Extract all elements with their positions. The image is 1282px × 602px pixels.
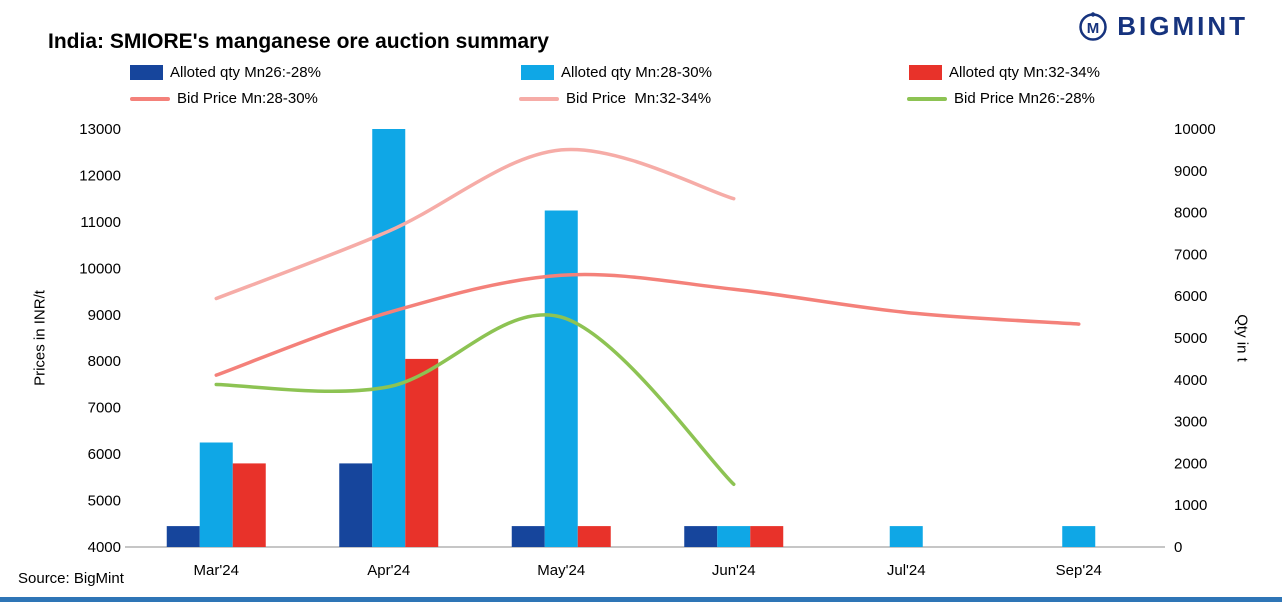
bigmint-logo: M BIGMINT <box>1077 10 1248 42</box>
x-axis-label: Apr'24 <box>367 562 410 579</box>
legend-item-qty-mn28-30: Alloted qty Mn:28-30% <box>521 64 712 81</box>
bar <box>232 463 266 547</box>
right-axis-tick: 1000 <box>1174 497 1207 514</box>
bar <box>339 463 373 547</box>
left-axis-tick: 13000 <box>79 121 121 138</box>
right-axis-tick: 9000 <box>1174 163 1207 180</box>
bar <box>750 526 784 547</box>
legend-label: Alloted qty Mn26:-28% <box>170 64 321 81</box>
legend-label: Alloted qty Mn:32-34% <box>949 64 1100 81</box>
legend-item-bid-mn32-34: Bid Price Mn:32-34% <box>519 90 711 107</box>
legend-swatch-bid-mn28-30 <box>130 96 170 101</box>
legend-item-bid-mn26-28: Bid Price Mn26:-28% <box>907 90 1095 107</box>
x-axis-label: Sep'24 <box>1056 562 1102 579</box>
right-axis-tick: 2000 <box>1174 455 1207 472</box>
right-axis-tick: 6000 <box>1174 288 1207 305</box>
bigmint-logo-text: BIGMINT <box>1117 10 1248 41</box>
legend-swatch-qty-mn26-28 <box>130 65 163 80</box>
bar <box>684 526 718 547</box>
legend-item-bid-mn28-30: Bid Price Mn:28-30% <box>130 90 318 107</box>
chart-title: India: SMIORE's manganese ore auction su… <box>48 30 549 53</box>
x-axis-label: May'24 <box>537 562 585 579</box>
right-axis-tick: 5000 <box>1174 330 1207 347</box>
left-axis-tick: 4000 <box>88 539 121 556</box>
bar <box>372 129 406 547</box>
right-axis-tick: 3000 <box>1174 414 1207 431</box>
left-axis-tick: 6000 <box>88 446 121 463</box>
line-series <box>214 313 736 487</box>
x-axis-label: Jul'24 <box>887 562 926 579</box>
bar <box>405 358 439 547</box>
left-axis-tick: 9000 <box>88 307 121 324</box>
legend-label: Alloted qty Mn:28-30% <box>561 64 712 81</box>
legend-swatch-qty-mn28-30 <box>521 65 554 80</box>
right-axis-tick: 4000 <box>1174 372 1207 389</box>
bottom-accent-bar <box>0 597 1282 602</box>
left-axis-tick: 5000 <box>88 493 121 510</box>
right-axis-tick: 7000 <box>1174 246 1207 263</box>
line-series <box>214 272 1081 377</box>
legend-swatch-bid-mn32-34 <box>519 96 559 101</box>
legend-label: Bid Price Mn:28-30% <box>177 90 318 107</box>
svg-text:M: M <box>1087 20 1100 37</box>
bar <box>717 526 751 547</box>
right-axis-tick: 10000 <box>1174 121 1216 138</box>
left-axis-tick: 10000 <box>79 260 121 277</box>
left-axis-tick: 11000 <box>80 214 121 231</box>
source-note: Source: BigMint <box>18 570 124 587</box>
bar <box>166 526 200 547</box>
legend-item-qty-mn26-28: Alloted qty Mn26:-28% <box>130 64 321 81</box>
bar <box>577 526 611 547</box>
x-axis-label: Mar'24 <box>194 562 239 579</box>
right-axis-tick: 0 <box>1174 539 1182 556</box>
legend-label: Bid Price Mn26:-28% <box>954 90 1095 107</box>
left-axis-tick: 7000 <box>88 400 121 417</box>
bar <box>889 526 923 547</box>
bar <box>544 210 578 547</box>
x-axis-label: Jun'24 <box>712 562 756 579</box>
legend-label: Bid Price Mn:32-34% <box>566 90 712 107</box>
left-axis-tick: 8000 <box>88 353 121 370</box>
legend-swatch-bid-mn26-28 <box>907 96 947 101</box>
right-axis-tick: 8000 <box>1174 205 1207 222</box>
bar <box>1062 526 1096 547</box>
bigmint-logo-icon: M <box>1079 12 1107 41</box>
left-axis-tick: 12000 <box>79 167 121 184</box>
bar <box>511 526 545 547</box>
bar <box>199 442 233 547</box>
line-series <box>214 147 736 301</box>
legend-item-qty-mn32-34: Alloted qty Mn:32-34% <box>909 64 1100 81</box>
legend-swatch-qty-mn32-34 <box>909 65 942 80</box>
